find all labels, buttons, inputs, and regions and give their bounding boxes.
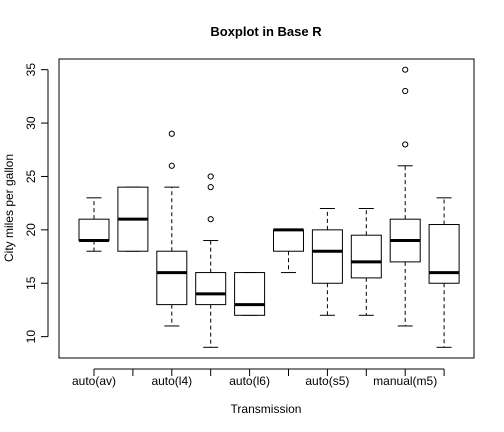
y-tick-label: 25	[24, 169, 38, 183]
box-iqr	[156, 250, 188, 306]
plot-frame	[58, 58, 475, 359]
box-iqr	[350, 234, 382, 279]
box-auto-s6	[350, 208, 382, 316]
box-iqr	[195, 272, 227, 306]
x-tick-label: auto(s5)	[305, 374, 349, 388]
box-iqr	[273, 229, 304, 252]
y-tick-label: 35	[24, 63, 38, 77]
box-iqr	[234, 272, 266, 316]
box-auto-l5	[195, 173, 227, 348]
outlier-point	[207, 173, 214, 180]
box-auto-l4	[156, 130, 188, 327]
box-iqr	[78, 218, 110, 242]
y-tick-label: 15	[24, 276, 38, 290]
box-auto-av	[78, 197, 110, 252]
x-tick-label: auto(l6)	[229, 374, 270, 388]
outlier-point	[402, 87, 409, 95]
box-auto-l6	[234, 272, 266, 316]
box-auto-l3	[117, 186, 149, 252]
box-iqr	[311, 229, 343, 284]
y-axis-label: City miles per gallon	[2, 154, 16, 262]
x-axis-label: Transmission	[231, 402, 302, 416]
box-auto-s4	[273, 228, 304, 274]
y-tick-label: 10	[24, 330, 38, 344]
boxes-layer	[78, 66, 460, 348]
outlier-point	[207, 216, 214, 223]
y-tick-label: 20	[24, 223, 38, 237]
box-iqr	[428, 224, 460, 284]
outlier-point	[168, 162, 175, 169]
x-tick-label: auto(l4)	[151, 374, 192, 388]
x-tick-label: auto(av)	[72, 374, 116, 388]
box-manual-m5	[389, 66, 421, 327]
x-axis: auto(av) auto(l4) auto(l6) auto(s5) manual(m…	[72, 368, 445, 388]
outlier-point	[402, 141, 409, 148]
y-axis: 10 15 20 25 30 35	[24, 63, 49, 344]
box-manual-m6	[428, 197, 460, 348]
chart-title: Boxplot in Base R	[210, 24, 322, 39]
box-auto-s5	[311, 208, 343, 316]
y-tick-label: 30	[24, 116, 38, 130]
x-tick-label: manual(m5)	[373, 374, 437, 388]
outlier-point	[207, 184, 214, 191]
outlier-point	[402, 66, 409, 73]
outlier-point	[168, 130, 175, 137]
